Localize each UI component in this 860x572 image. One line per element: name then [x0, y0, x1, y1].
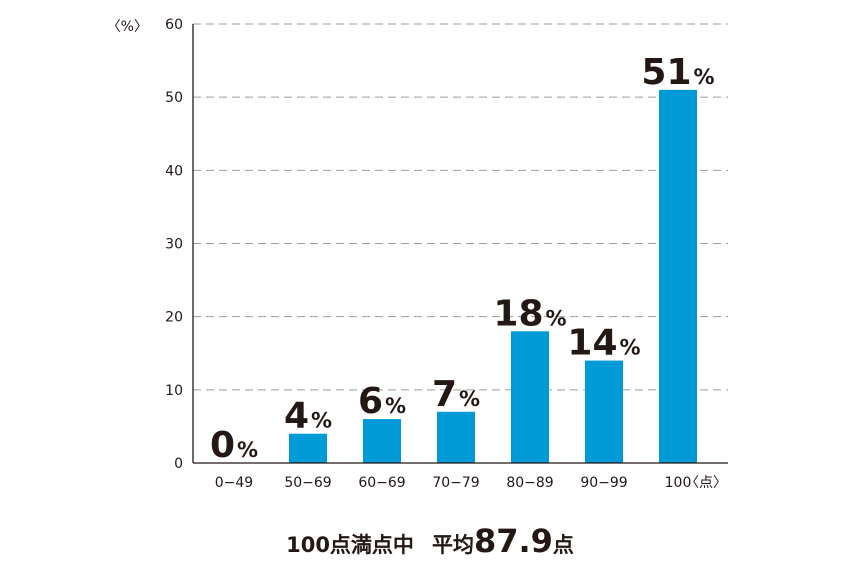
y-tick-label: 0 [174, 456, 183, 472]
x-tick-labels: 0−49 50−69 60−69 70−79 80−89 90−99 100 [215, 475, 692, 491]
x-tick-label: 100 [665, 475, 692, 491]
x-tick-label: 0−49 [215, 475, 253, 491]
y-tick-label: 30 [165, 237, 183, 253]
footer-unit: 点 [552, 533, 574, 557]
y-tick-label: 50 [165, 90, 183, 106]
y-axis-unit-label: 〈%〉 [107, 19, 148, 35]
x-tick-label: 70−79 [432, 475, 479, 491]
grid-lines [193, 23, 728, 391]
y-tick-label: 10 [165, 383, 183, 399]
bars [289, 89, 697, 463]
x-axis-unit-label: 〈点〉 [685, 475, 727, 491]
footer-full-score-text: 100点満点中 [286, 533, 414, 557]
data-label: 18% [493, 293, 566, 334]
bar [511, 331, 549, 463]
data-label: 7% [432, 374, 480, 415]
x-tick-label: 80−89 [506, 475, 553, 491]
x-tick-label: 60−69 [358, 475, 405, 491]
data-label: 14% [567, 323, 640, 364]
x-tick-label: 50−69 [284, 475, 331, 491]
data-label: 4% [284, 396, 332, 437]
x-tick-label: 90−99 [580, 475, 627, 491]
data-label: 6% [358, 381, 406, 422]
bar [659, 89, 697, 463]
bar [363, 419, 401, 463]
summary-footer: 100点満点中 平均87.9点 [0, 522, 860, 560]
y-tick-label: 40 [165, 163, 183, 179]
bar [437, 411, 475, 463]
footer-average-label: 平均 [431, 533, 474, 557]
y-tick-label: 20 [165, 310, 183, 326]
bar [585, 360, 623, 463]
footer-average-value: 87.9 [473, 522, 553, 560]
data-label: 51% [641, 52, 714, 93]
y-tick-labels: 0 10 20 30 40 50 60 [165, 17, 183, 472]
data-labels: 0% 4% 6% 7% 18%14% 51% [210, 52, 715, 466]
data-label: 0% [210, 425, 258, 466]
bar [289, 433, 327, 463]
bar-chart: 0 10 20 30 40 50 60 0% 4% 6% 7% 18%14% 51% 0−49 50−6… [107, 17, 728, 491]
y-tick-label: 60 [165, 17, 183, 33]
